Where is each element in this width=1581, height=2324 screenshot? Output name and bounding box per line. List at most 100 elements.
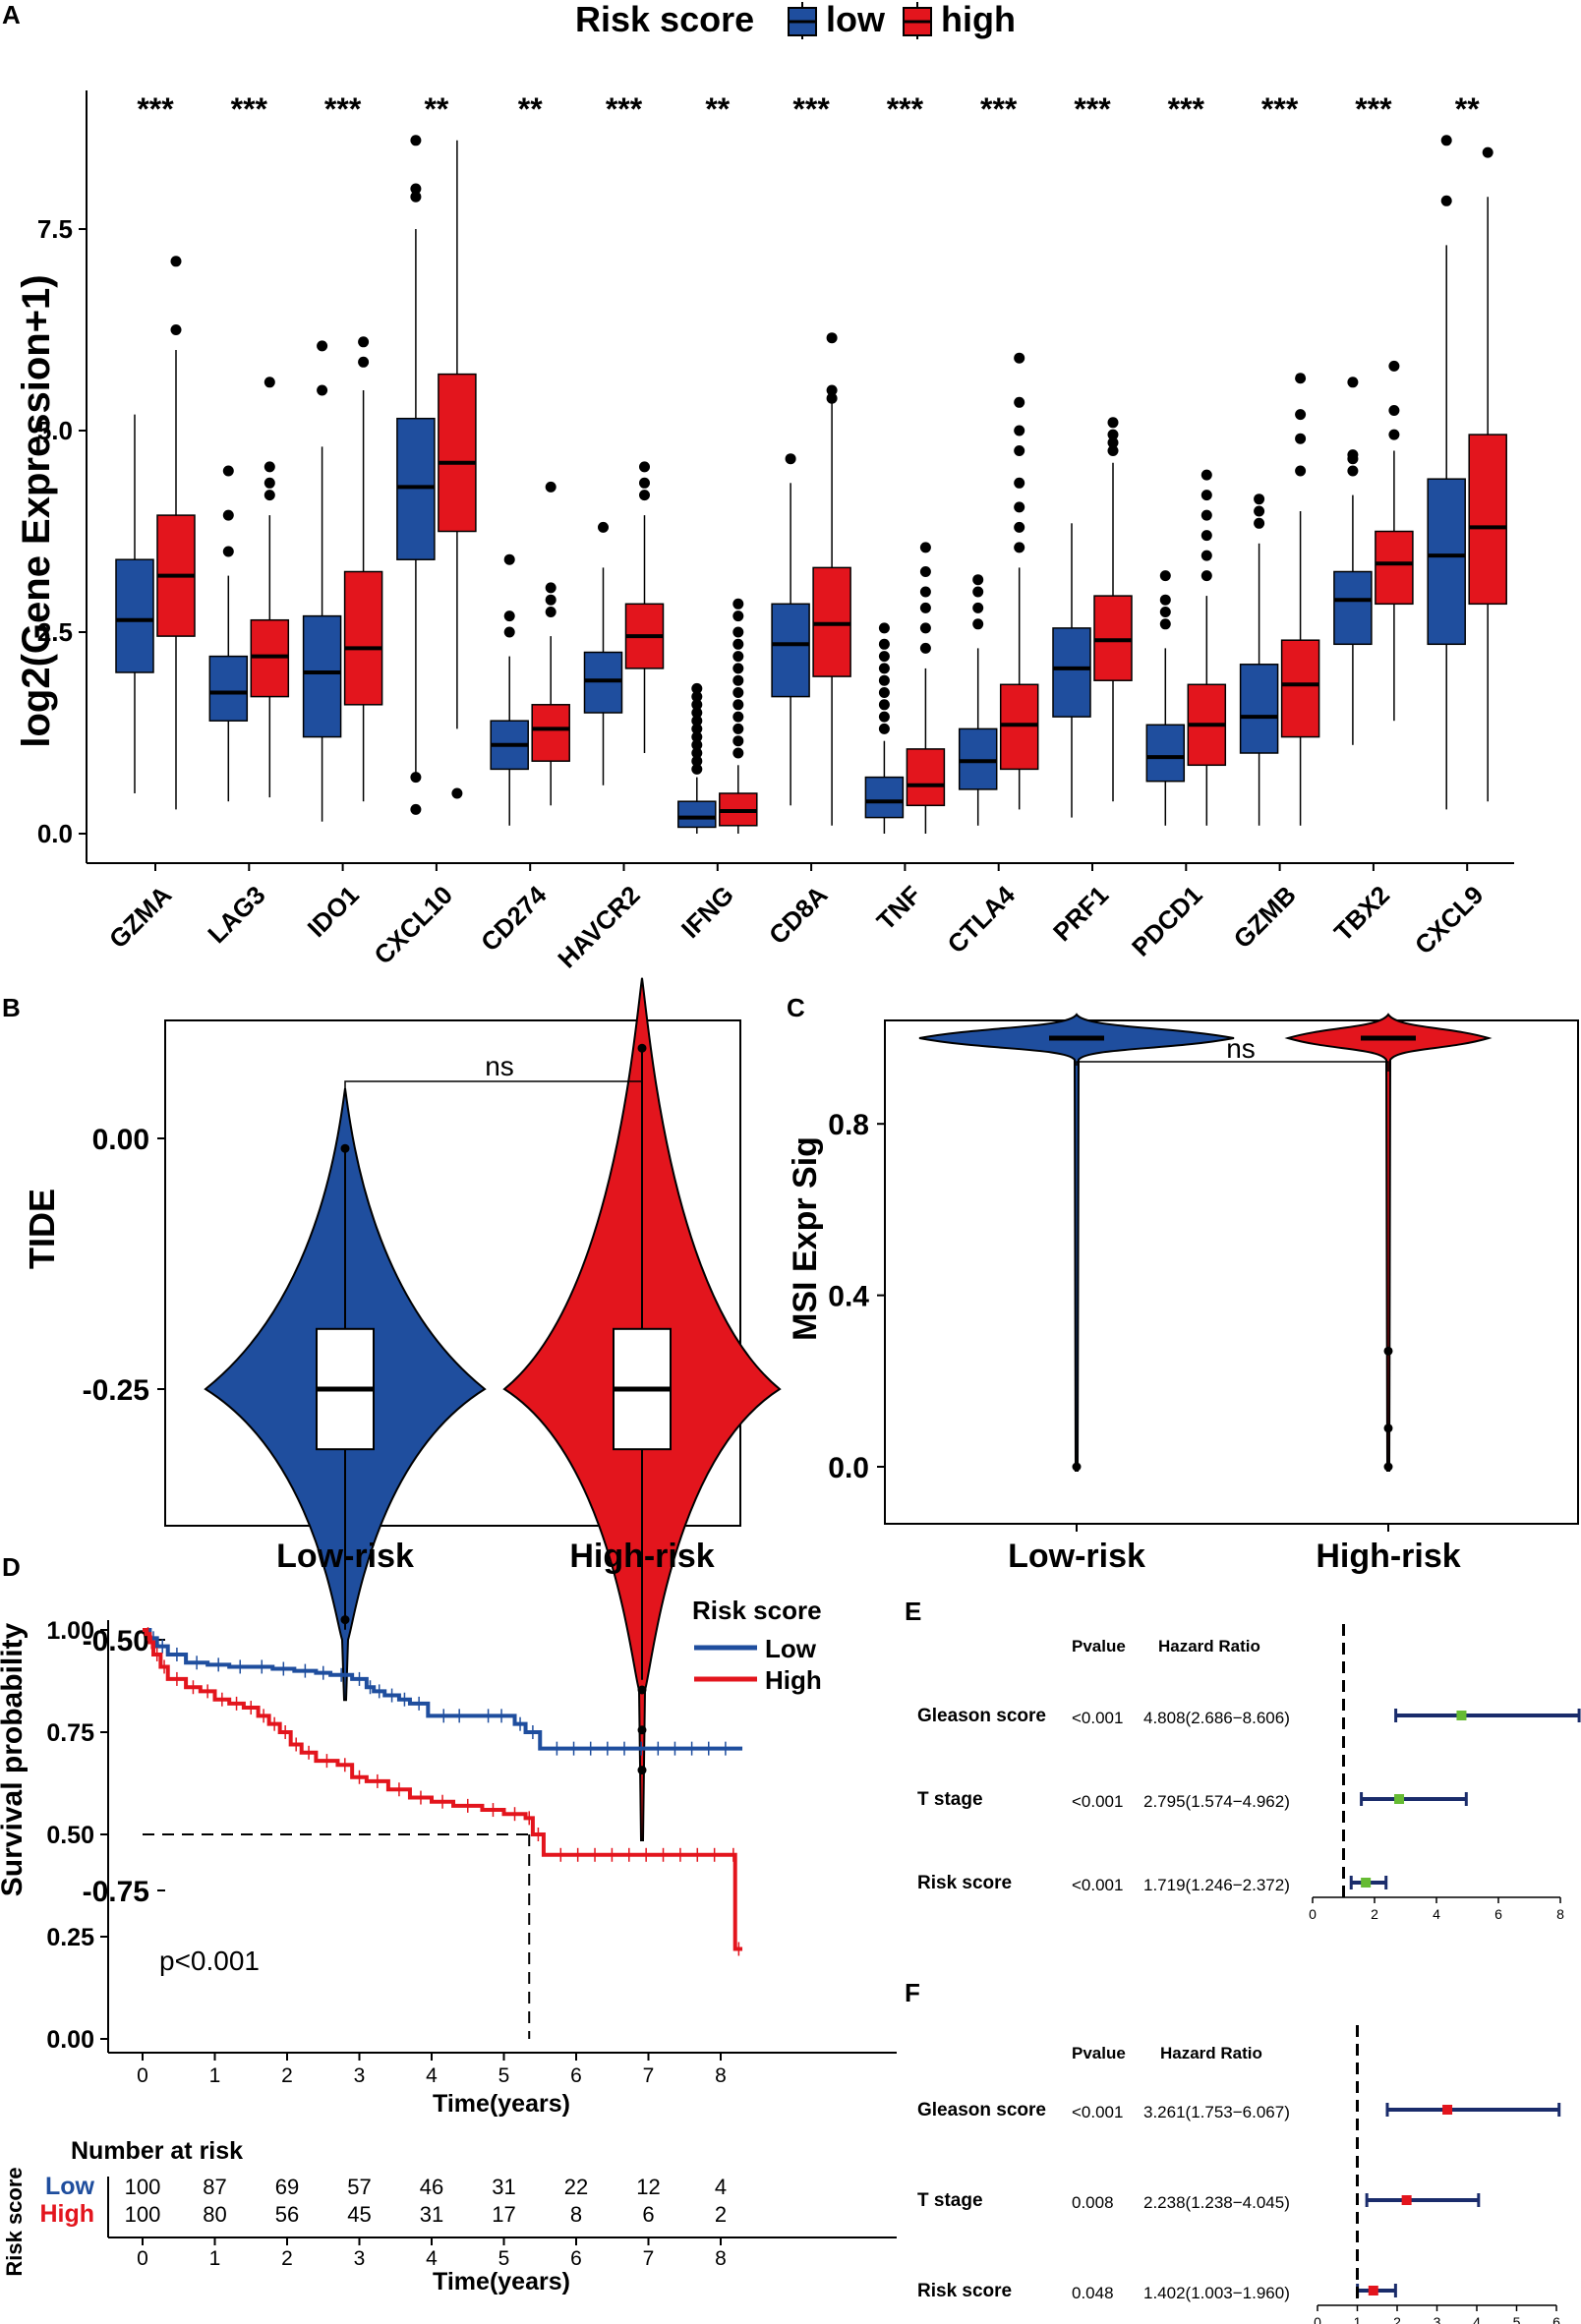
- a-box-low: [677, 800, 717, 829]
- a-outlier-low: [691, 682, 703, 694]
- forest-row-label: Gleason score: [917, 1706, 1046, 1726]
- forest-point: [1442, 2105, 1453, 2115]
- risk-xtick-label: 2: [281, 2247, 293, 2270]
- risk-count-low: 69: [275, 2175, 299, 2199]
- risk-count-high: 45: [347, 2202, 371, 2227]
- forest-xtick-label: 0: [1309, 1906, 1317, 1922]
- a-outlier-high: [919, 542, 931, 553]
- a-outlier-low: [1347, 377, 1359, 388]
- axis-c-ylabel: MSI Expr Sig: [787, 1136, 824, 1341]
- forest-xtick-label: 2: [1371, 1906, 1378, 1922]
- b-ytick-label: -0.50: [83, 1625, 149, 1657]
- a-outlier-high: [1388, 405, 1400, 416]
- a-outlier-high: [1107, 436, 1119, 448]
- b-xtick-label: Low-risk: [276, 1538, 414, 1575]
- risk-count-high: 8: [570, 2202, 582, 2227]
- axis-b-ylabel: TIDE: [22, 1189, 62, 1269]
- a-outlier-high: [264, 490, 275, 501]
- risk-count-high: 6: [642, 2202, 654, 2227]
- a-outlier-high: [1200, 469, 1212, 481]
- a-box-high: [999, 683, 1039, 771]
- risk-count-low: 57: [347, 2175, 371, 2199]
- forest-row-hr: 3.261(1.753−6.067): [1143, 2103, 1290, 2121]
- a-outlier-low: [410, 772, 422, 784]
- legend-d-high-label: High: [765, 1665, 822, 1695]
- a-xtick-label: CD8A: [763, 880, 833, 950]
- forest-row-hr: 1.719(1.246−2.372): [1143, 1876, 1290, 1894]
- a-box-high: [906, 748, 946, 807]
- a-outlier-high: [170, 256, 182, 267]
- a-xtick-label: CTLA4: [941, 880, 1021, 959]
- a-ytick-label: 7.5: [37, 214, 73, 244]
- a-outlier-high: [1200, 550, 1212, 561]
- c-outlier-Low-risk: [1072, 1462, 1082, 1472]
- a-xtick-label: GZMA: [103, 880, 177, 954]
- a-outlier-low: [691, 699, 703, 711]
- a-outlier-high: [1014, 501, 1025, 513]
- a-outlier-high: [732, 699, 744, 711]
- a-outlier-low: [972, 586, 984, 598]
- a-box-high: [812, 566, 851, 677]
- a-outlier-low: [410, 191, 422, 203]
- a-box-high: [531, 704, 570, 762]
- a-outlier-high: [732, 747, 744, 759]
- a-outlier-low: [1254, 505, 1265, 517]
- a-outlier-high: [639, 477, 650, 489]
- c-sig-label: ns: [1226, 1033, 1256, 1064]
- risk-count-low: 31: [492, 2175, 515, 2199]
- a-outlier-low: [410, 183, 422, 195]
- axis-d-ylabel: Survival probability: [0, 1622, 29, 1896]
- a-outlier-low: [972, 618, 984, 630]
- a-outlier-high: [1107, 445, 1119, 456]
- forest-xtick-label: 0: [1314, 2314, 1321, 2324]
- risk-xtick-label: 4: [426, 2247, 438, 2270]
- a-significance: **: [1455, 91, 1480, 127]
- a-outlier-high: [1482, 146, 1493, 158]
- a-outlier-low: [878, 699, 890, 711]
- forest-xtick-label: 2: [1393, 2314, 1401, 2324]
- b-outlier-High-risk: [637, 1685, 647, 1695]
- c-ytick-label: 0.4: [828, 1281, 869, 1313]
- a-outlier-low: [503, 610, 515, 622]
- a-outlier-low: [878, 723, 890, 734]
- a-outlier-high: [919, 602, 931, 613]
- d-ytick-label: 0.00: [46, 2026, 94, 2054]
- a-outlier-high: [732, 610, 744, 622]
- a-box-high: [343, 570, 383, 706]
- panel-e: E Pvalue Hazard Ratio Gleason score <0.00…: [905, 1597, 1581, 1922]
- risk-row-high-label: High: [39, 2200, 94, 2228]
- a-outlier-high: [545, 607, 556, 617]
- forest-row-label: T stage: [917, 1789, 983, 1810]
- a-outlier-high: [1295, 433, 1307, 444]
- risk-xtick-label: 8: [715, 2247, 727, 2270]
- a-outlier-low: [503, 626, 515, 638]
- a-outlier-high: [639, 490, 650, 501]
- a-box-low: [958, 727, 998, 790]
- a-box-low: [1145, 724, 1186, 783]
- a-outlier-low: [878, 711, 890, 723]
- risk-count-high: 31: [420, 2202, 443, 2227]
- a-outlier-low: [691, 731, 703, 743]
- a-outlier-high: [1014, 396, 1025, 408]
- a-xtick-label: CXCL9: [1409, 880, 1489, 959]
- forest-row-pvalue: 0.008: [1072, 2193, 1114, 2212]
- a-outlier-high: [1014, 477, 1025, 489]
- risk-count-low: 100: [125, 2175, 161, 2199]
- a-outlier-low: [878, 687, 890, 698]
- a-outlier-low: [878, 622, 890, 634]
- a-outlier-high: [264, 377, 275, 388]
- a-box-high: [1280, 639, 1320, 738]
- risk-xtick-label: 5: [498, 2247, 510, 2270]
- axis-a-ylabel: log2(Gene Expression+1): [15, 274, 58, 747]
- risk-row-low-label: Low: [45, 2173, 95, 2200]
- a-significance: ***: [1355, 91, 1392, 127]
- a-outlier-low: [878, 651, 890, 663]
- a-box-low: [302, 614, 342, 738]
- a-box-high: [1468, 434, 1507, 606]
- a-box-high: [1375, 530, 1414, 606]
- forest-point: [1368, 2286, 1378, 2295]
- b-xtick-label: High-risk: [569, 1538, 714, 1575]
- a-outlier-low: [691, 763, 703, 775]
- a-outlier-low: [1347, 465, 1359, 477]
